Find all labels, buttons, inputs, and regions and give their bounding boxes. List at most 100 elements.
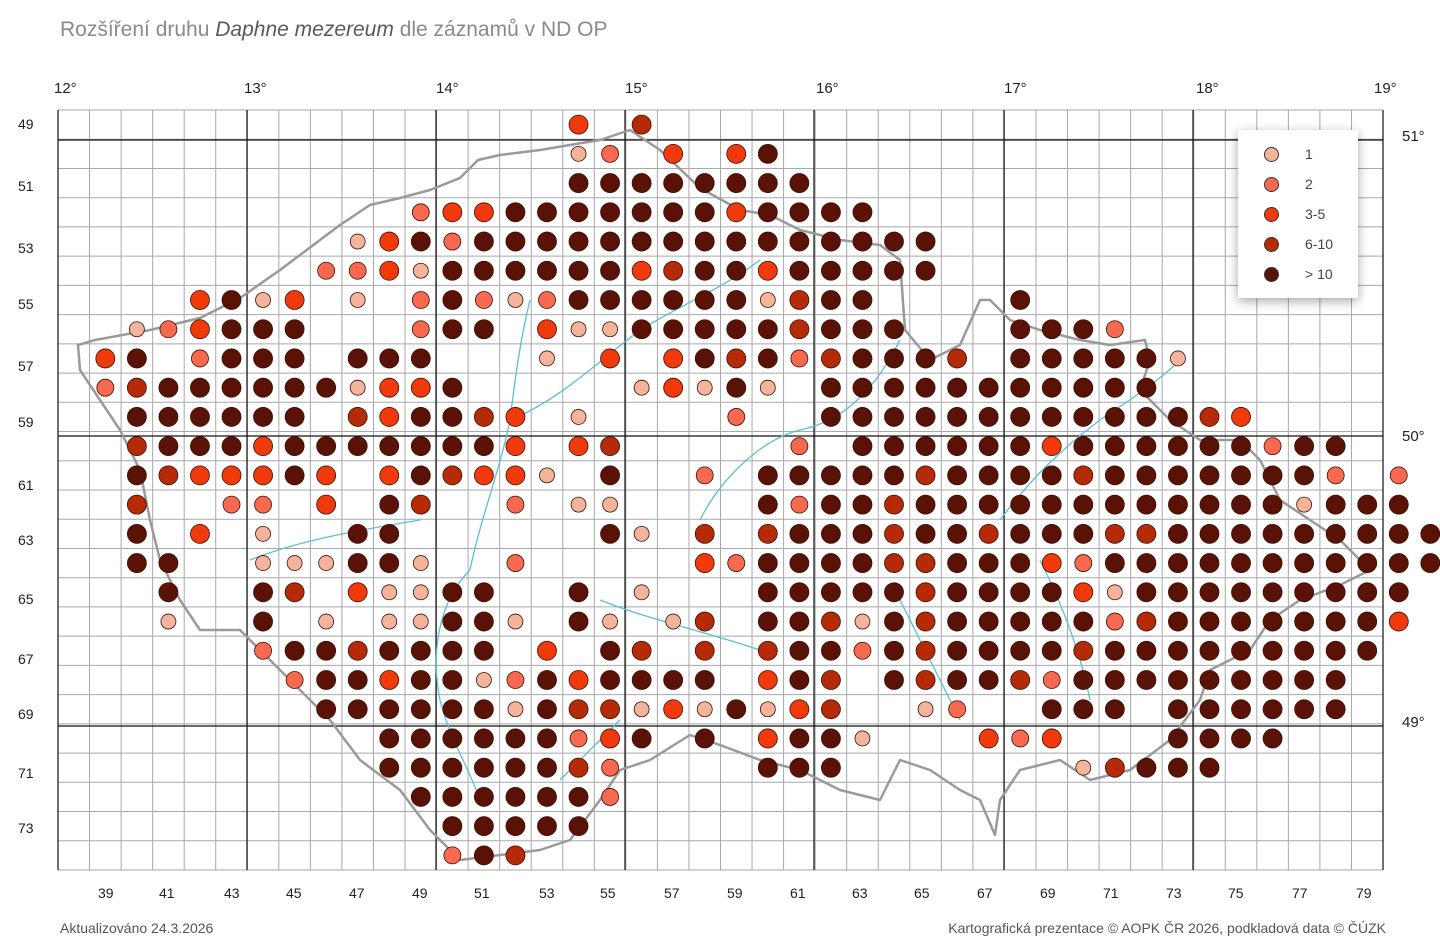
record-dot bbox=[443, 232, 462, 251]
record-dot bbox=[1168, 523, 1188, 544]
record-dot bbox=[505, 728, 526, 749]
record-dot bbox=[947, 348, 968, 369]
record-dot bbox=[1041, 553, 1062, 573]
column-label: 59 bbox=[727, 885, 743, 901]
row-label: 67 bbox=[18, 651, 34, 667]
record-dot bbox=[1041, 582, 1062, 603]
record-dot bbox=[1262, 670, 1283, 690]
row-label: 71 bbox=[18, 765, 34, 781]
record-dot bbox=[852, 523, 873, 544]
record-dot bbox=[821, 757, 841, 778]
record-dot bbox=[506, 554, 525, 572]
record-dot bbox=[1420, 523, 1440, 544]
record-dot bbox=[1104, 377, 1125, 398]
record-dot bbox=[1010, 290, 1031, 310]
grid bbox=[57, 109, 1384, 871]
record-dot bbox=[821, 640, 841, 661]
column-label: 65 bbox=[914, 885, 930, 901]
column-label: 61 bbox=[790, 885, 806, 901]
record-dot bbox=[473, 816, 494, 837]
row-label: 55 bbox=[18, 296, 34, 312]
record-dot bbox=[1325, 436, 1346, 457]
record-dot bbox=[1325, 640, 1346, 661]
record-dot bbox=[852, 407, 873, 427]
record-dot bbox=[254, 641, 272, 660]
record-dot bbox=[316, 699, 337, 720]
record-dot bbox=[473, 728, 494, 749]
record-dot bbox=[410, 640, 431, 661]
record-dot bbox=[1104, 553, 1125, 573]
title-suffix: dle záznamů v ND OP bbox=[399, 18, 608, 41]
record-dot bbox=[442, 436, 463, 457]
record-dot bbox=[1262, 582, 1283, 603]
record-dot bbox=[379, 640, 400, 661]
record-dot bbox=[600, 290, 620, 310]
record-dot bbox=[1041, 348, 1062, 369]
column-label: 69 bbox=[1040, 885, 1056, 901]
record-dot bbox=[1136, 553, 1157, 573]
record-dot bbox=[443, 846, 462, 865]
record-dot bbox=[600, 640, 620, 661]
record-dot bbox=[1136, 407, 1157, 427]
record-dot bbox=[789, 553, 810, 573]
record-dot bbox=[1041, 436, 1062, 457]
record-dot bbox=[442, 465, 463, 486]
record-dot bbox=[947, 407, 968, 427]
record-dot bbox=[915, 260, 936, 281]
record-dot bbox=[852, 290, 873, 310]
record-dot bbox=[1168, 494, 1188, 515]
record-dot bbox=[854, 613, 871, 630]
record-dot bbox=[821, 260, 841, 281]
legend-label: 2 bbox=[1305, 176, 1313, 192]
record-dot bbox=[442, 260, 463, 281]
record-dot bbox=[631, 290, 652, 310]
record-dot bbox=[947, 670, 968, 690]
record-dot bbox=[473, 845, 494, 866]
record-dot bbox=[663, 231, 684, 252]
longitude-label: 16° bbox=[816, 80, 839, 97]
record-dot bbox=[1357, 611, 1378, 632]
record-dot bbox=[884, 465, 904, 486]
record-dot bbox=[757, 231, 778, 252]
record-dot bbox=[412, 262, 429, 279]
record-dot bbox=[757, 523, 778, 544]
record-dot bbox=[978, 582, 999, 603]
record-dot bbox=[633, 525, 650, 542]
record-dot bbox=[1325, 670, 1346, 690]
record-dot bbox=[852, 553, 873, 573]
record-dot bbox=[601, 788, 619, 806]
record-dot bbox=[1168, 582, 1188, 603]
record-dot bbox=[126, 494, 147, 515]
record-dot bbox=[1168, 757, 1188, 778]
record-dot bbox=[790, 495, 809, 514]
record-dot bbox=[1263, 437, 1282, 456]
record-dot bbox=[726, 348, 747, 369]
record-dot bbox=[570, 145, 587, 162]
record-dot bbox=[947, 553, 968, 573]
record-dot bbox=[789, 231, 810, 252]
record-dot bbox=[947, 582, 968, 603]
record-dot bbox=[126, 348, 147, 369]
column-label: 39 bbox=[98, 885, 114, 901]
record-dot bbox=[1262, 611, 1283, 632]
degree-lines bbox=[57, 110, 1384, 870]
record-dot bbox=[284, 582, 305, 603]
record-dot bbox=[253, 436, 273, 457]
record-dot bbox=[1041, 319, 1062, 340]
record-dot bbox=[442, 640, 463, 661]
record-dot bbox=[694, 173, 715, 193]
record-dot bbox=[1294, 640, 1315, 661]
record-dot bbox=[1104, 757, 1125, 778]
record-dot bbox=[442, 787, 463, 807]
record-dot bbox=[821, 465, 841, 486]
record-dot bbox=[1326, 466, 1345, 485]
record-dot bbox=[1357, 553, 1378, 573]
record-dot bbox=[126, 436, 147, 457]
record-dot bbox=[568, 202, 589, 223]
record-dot bbox=[379, 494, 400, 515]
record-dot bbox=[568, 670, 589, 690]
record-dot bbox=[789, 202, 810, 223]
record-dot bbox=[379, 757, 400, 778]
record-dot bbox=[821, 290, 841, 310]
column-label: 71 bbox=[1103, 885, 1119, 901]
